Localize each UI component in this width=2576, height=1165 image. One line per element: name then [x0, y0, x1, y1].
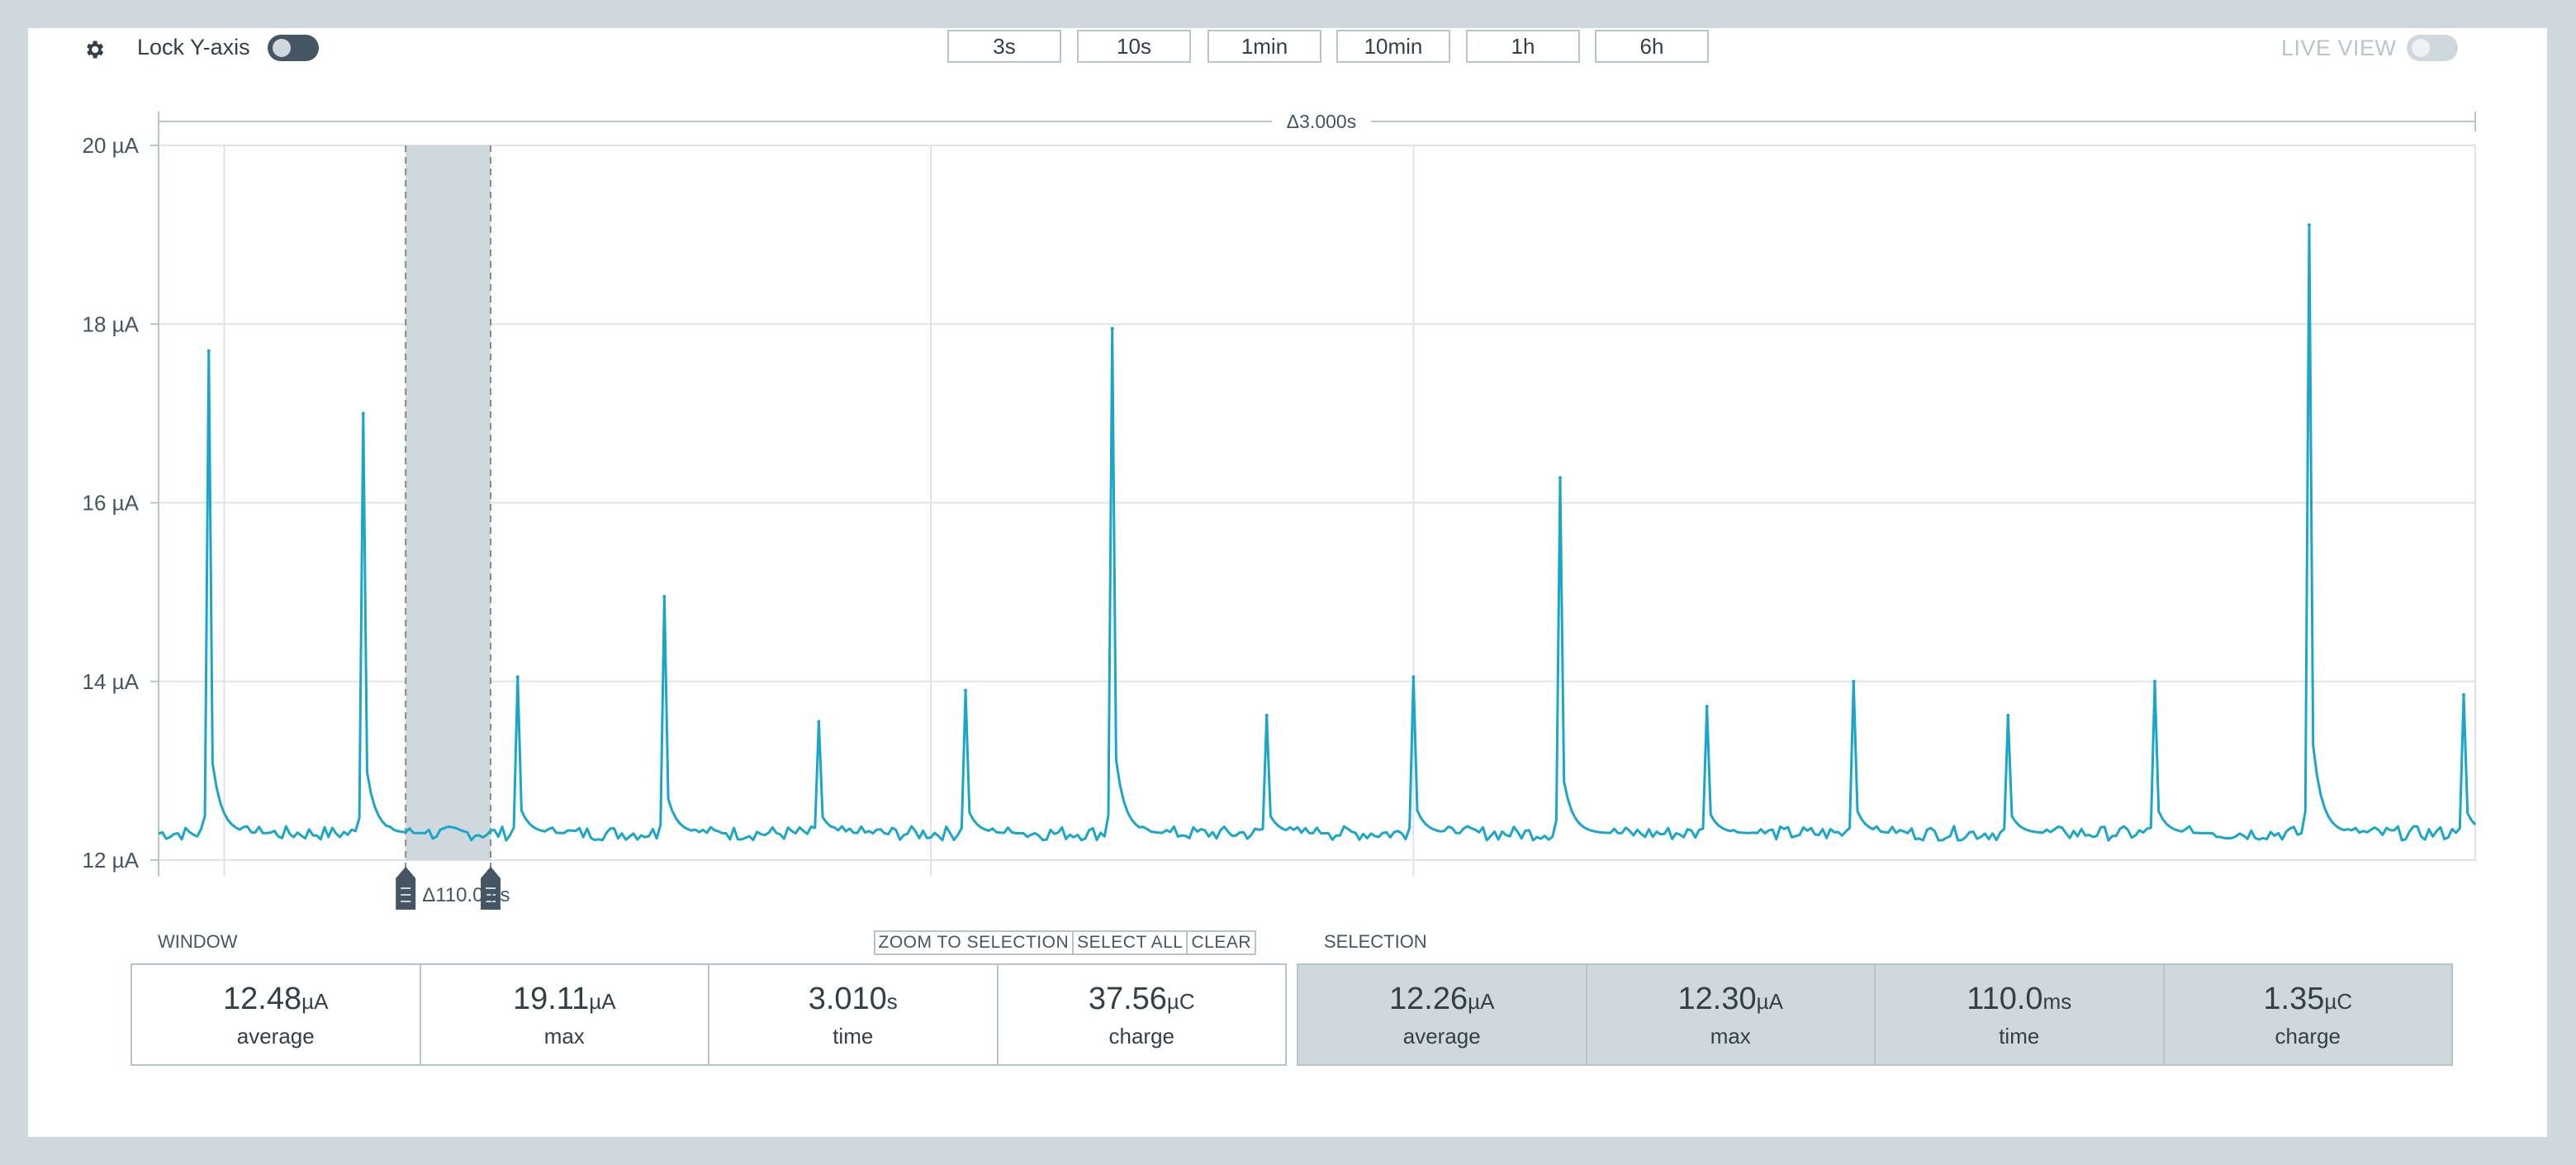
window-max: 19.11µA max: [421, 965, 709, 1064]
gear-icon[interactable]: [83, 38, 106, 61]
stat-unit: µA: [301, 989, 329, 1014]
stat-label: max: [543, 1024, 585, 1048]
window-button-10s[interactable]: 10s: [1077, 30, 1191, 63]
peak-point: [662, 595, 667, 599]
peak-point: [2461, 692, 2465, 697]
selection-actions: ZOOM TO SELECTION SELECT ALL CLEAR: [873, 930, 1256, 955]
selection-section-label: SELECTION: [1324, 931, 1427, 952]
peak-point: [1852, 679, 1856, 683]
zoom-to-selection-button[interactable]: ZOOM TO SELECTION: [873, 930, 1075, 955]
selection-average: 12.26µA average: [1298, 965, 1587, 1064]
stat-unit: s: [886, 989, 898, 1014]
window-span-label: Δ3.000s: [1287, 111, 1356, 132]
stat-unit: ms: [2042, 989, 2072, 1014]
peak-point: [361, 411, 365, 416]
lock-y-axis-toggle[interactable]: [268, 35, 319, 61]
stat-unit: µC: [2324, 989, 2353, 1014]
y-tick-label: 14 µA: [83, 669, 140, 694]
selection-stats: 12.26µA average 12.30µA max 110.0ms time…: [1297, 963, 2453, 1066]
window-charge: 37.56µC charge: [999, 965, 1286, 1064]
stat-unit: µA: [1468, 989, 1495, 1014]
peak-point: [2006, 713, 2010, 717]
stat-value: 3.010: [808, 982, 887, 1016]
clear-button[interactable]: CLEAR: [1186, 930, 1256, 955]
peak-point: [1110, 326, 1114, 330]
toggle-knob: [2412, 39, 2430, 57]
stat-label: average: [1402, 1024, 1481, 1048]
stat-unit: µC: [1166, 989, 1195, 1014]
peak-point: [1558, 476, 1563, 480]
peak-point: [2152, 679, 2156, 683]
selection-max: 12.30µA max: [1587, 965, 1876, 1064]
window-button-10min[interactable]: 10min: [1336, 30, 1450, 63]
stat-label: charge: [1108, 1024, 1175, 1048]
peak-point: [1705, 705, 1709, 709]
peak-point: [1264, 713, 1269, 717]
stat-value: 12.48: [223, 982, 302, 1016]
y-tick-label: 16 µA: [83, 491, 140, 516]
window-stats: 12.48µA average 19.11µA max 3.010s time …: [130, 963, 1287, 1066]
stat-label: max: [1710, 1024, 1751, 1048]
stat-value: 110.0: [1966, 982, 2043, 1016]
stat-value: 37.56: [1088, 982, 1167, 1016]
selection-time: 110.0ms time: [1876, 965, 2165, 1064]
stat-value: 12.30: [1677, 982, 1757, 1016]
peak-point: [2307, 223, 2311, 227]
live-view-toggle[interactable]: [2407, 35, 2458, 61]
selection-region: [406, 145, 491, 860]
live-view-label: LIVE VIEW: [2281, 36, 2397, 60]
current-chart[interactable]: 12 µA 14 µA 16 µA 18 µA 20 µA Δ3.000s Δ110.0ms: [28, 28, 2547, 920]
y-tick-label: 12 µA: [83, 848, 140, 873]
lock-y-axis-label: Lock Y-axis: [137, 35, 250, 59]
stat-label: average: [236, 1024, 315, 1048]
toggle-knob: [273, 39, 291, 57]
window-button-6h[interactable]: 6h: [1595, 30, 1709, 63]
y-tick-label: 18 µA: [83, 311, 140, 336]
stat-value: 1.35: [2263, 982, 2325, 1016]
current-series-line: [158, 223, 2477, 842]
stat-value: 12.26: [1389, 982, 1468, 1016]
peak-point: [817, 720, 821, 724]
select-all-button[interactable]: SELECT ALL: [1072, 930, 1188, 955]
peak-point: [964, 688, 968, 692]
stat-unit: µA: [1756, 989, 1783, 1014]
window-average: 12.48µA average: [132, 965, 421, 1064]
window-button-3s[interactable]: 3s: [947, 30, 1061, 63]
stat-label: charge: [2275, 1024, 2341, 1048]
stat-label: time: [1999, 1024, 2040, 1048]
window-button-1h[interactable]: 1h: [1466, 30, 1580, 63]
peak-point: [1411, 675, 1416, 679]
stat-label: time: [833, 1024, 874, 1048]
peak-point: [206, 349, 211, 353]
stat-value: 19.11: [512, 982, 590, 1016]
stat-unit: µA: [589, 989, 616, 1014]
y-tick-label: 20 µA: [83, 133, 140, 158]
window-button-1min[interactable]: 1min: [1207, 30, 1321, 63]
window-section-label: WINDOW: [158, 931, 238, 952]
selection-charge: 1.35µC charge: [2165, 965, 2452, 1064]
window-time: 3.010s time: [709, 965, 999, 1064]
peak-point: [515, 675, 519, 679]
selection-duration-label: Δ110.0ms: [422, 884, 510, 906]
